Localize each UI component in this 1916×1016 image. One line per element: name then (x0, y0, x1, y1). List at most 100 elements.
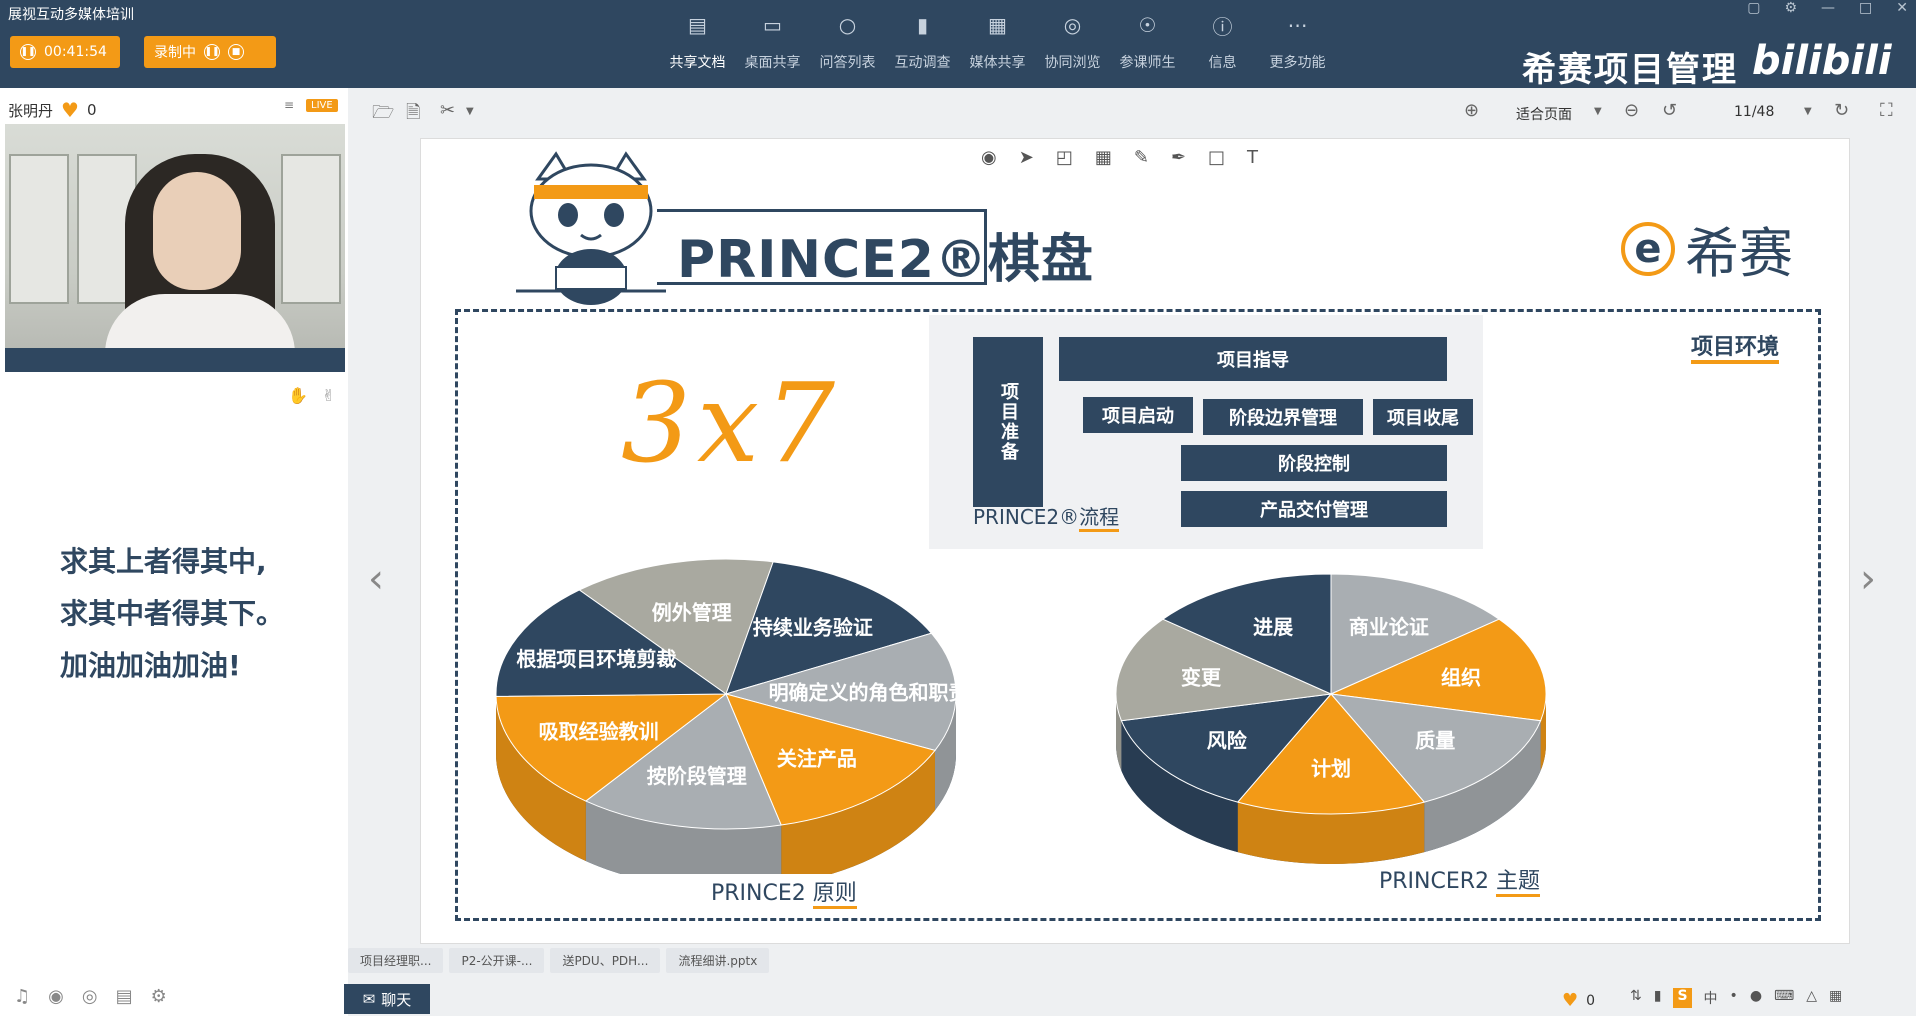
toolbar-desktop-share[interactable]: ▭ 桌面共享 (735, 12, 810, 76)
window-controls: ▢ ⚙ — □ ✕ (1747, 0, 1908, 16)
company-logo: e 希赛 (1621, 209, 1793, 288)
process-initiate: 项目启动 (1083, 397, 1193, 433)
timer-pill[interactable]: ❚❚ 00:41:54 (10, 36, 120, 68)
previous-slide-arrow[interactable]: ‹ (368, 556, 384, 602)
toolbar-more[interactable]: ⋯ 更多功能 (1260, 12, 1335, 76)
ime-chinese-icon[interactable]: 中 (1703, 991, 1718, 1007)
process-caption: PRINCE2®流程 (973, 501, 1120, 532)
desktop-share-icon: ▭ (763, 13, 782, 37)
toolbar-doc-share[interactable]: ▤ 共享文档 (660, 12, 735, 76)
toolbar-survey[interactable]: ▮ 互动调查 (885, 12, 960, 76)
principles-pie-slice (495, 693, 728, 802)
toolbar-qa-list[interactable]: ○ 问答列表 (810, 12, 885, 76)
principles-pie-slice (725, 693, 936, 826)
microphone-icon[interactable]: ◉ (48, 986, 64, 1007)
themes-pie-slice (1161, 573, 1332, 695)
motto-line: 求其中者得其下。 (60, 597, 285, 630)
video-controls: ✋ ✌ (288, 386, 335, 405)
scissors-icon[interactable]: ✂ (440, 100, 456, 121)
rectangle-icon[interactable]: □ (1208, 147, 1226, 168)
process-product-delivery: 产品交付管理 (1181, 491, 1447, 527)
toolbar-participants[interactable]: ☉ 参课师生 (1110, 12, 1185, 76)
more-icon: ⋯ (1287, 13, 1308, 37)
principles-caption-prefix: PRINCE2 (711, 881, 813, 906)
settings-icon[interactable]: ⚙ (1784, 0, 1798, 16)
zoom-out-icon[interactable]: ⊖ (1624, 100, 1640, 121)
zoom-in-icon[interactable]: ⊕ (1464, 100, 1480, 121)
pause-record-icon[interactable]: ❚❚ (204, 44, 220, 60)
previous-page-icon[interactable]: ↺ (1662, 100, 1678, 121)
punctuation-icon[interactable]: • (1729, 988, 1738, 1004)
open-folder-icon[interactable]: 🗁 (372, 102, 395, 123)
skin-icon[interactable]: ▢ (1747, 0, 1761, 16)
fit-mode-select[interactable]: 适合页面 (1516, 107, 1572, 123)
document-icon[interactable]: 🗎 (406, 102, 421, 123)
environment-label: 项目环境 (1691, 329, 1780, 364)
toolbar-media-share[interactable]: ▦ 媒体共享 (960, 12, 1035, 76)
doc-tab[interactable]: 送PDU、PDH... (550, 948, 661, 973)
recording-status-pill[interactable]: 录制中 ❚❚ ■ (144, 36, 276, 68)
principles-pie-label: 持续业务验证 (753, 616, 873, 640)
pen-icon[interactable]: ✒ (1170, 147, 1187, 168)
text-tool-icon[interactable]: T (1247, 147, 1259, 168)
themes-pie-slice-side (1121, 720, 1238, 853)
process-direct: 项目指导 (1059, 337, 1447, 381)
camera-icon[interactable]: ◎ (81, 986, 98, 1007)
raise-hand-off-icon[interactable]: ✋ (288, 386, 308, 405)
principles-pie-slice (584, 693, 782, 830)
doc-tab[interactable]: 项目经理职... (348, 948, 444, 973)
stop-record-icon[interactable]: ■ (228, 44, 244, 60)
close-icon[interactable]: ✕ (1896, 0, 1908, 16)
mic-tray-icon[interactable]: ● (1749, 988, 1763, 1004)
themes-pie-slice-side (1116, 694, 1122, 771)
chevron-down-icon[interactable]: ▼ (1594, 106, 1602, 117)
themes-pie-slice (1236, 693, 1426, 815)
principles-caption-underlined: 原则 (812, 881, 857, 909)
raise-hand-icon[interactable]: ✌ (321, 386, 336, 405)
toolbar-label: 协同浏览 (1044, 55, 1101, 71)
chevron-down-icon[interactable]: ▼ (1804, 106, 1812, 117)
themes-pie-slice-side (1540, 694, 1546, 771)
recording-status: 录制中 (154, 45, 196, 61)
maximize-icon[interactable]: □ (1859, 0, 1873, 16)
next-slide-arrow[interactable]: › (1860, 556, 1876, 602)
clear-icon[interactable]: ▦ (1094, 147, 1112, 168)
themes-caption-underlined: 主题 (1496, 869, 1541, 897)
grid-icon[interactable]: ▦ (1829, 988, 1843, 1004)
project-environment-frame (455, 309, 1821, 921)
document-toolbar: 🗁 🗎 ✂ ▼ ⊕ 适合页面 ▼ ⊖ ↺ 11/48 ▼ ↻ ⛶ (348, 88, 1916, 134)
doc-tab[interactable]: P2-公开课-... (449, 948, 545, 973)
heart-icon[interactable]: ♥ (1562, 990, 1579, 1011)
minimize-icon[interactable]: — (1821, 0, 1836, 16)
next-page-icon[interactable]: ↻ (1834, 100, 1850, 121)
video-footer (5, 348, 345, 372)
process-stage-control: 阶段控制 (1181, 445, 1447, 481)
like-count-value: 0 (1586, 992, 1596, 1009)
equalizer-icon[interactable]: ▤ (115, 986, 133, 1007)
laser-pointer-icon[interactable]: ◉ (981, 147, 997, 168)
toolbar-info[interactable]: ⓘ 信息 (1185, 12, 1260, 76)
toolbar-browse[interactable]: ◎ 协同浏览 (1035, 12, 1110, 76)
heart-icon[interactable]: ♥ (61, 98, 79, 122)
environment-label-text: 项目环境 (1691, 335, 1780, 364)
fullscreen-icon[interactable]: ⛶ (1880, 100, 1893, 121)
shirt-icon[interactable]: △ (1806, 988, 1818, 1004)
gear-icon[interactable]: ⚙ (150, 986, 167, 1007)
speaker-icon[interactable]: ♫ (14, 986, 31, 1007)
keyboard-icon[interactable]: ⌨ (1774, 988, 1795, 1004)
cursor-icon[interactable]: ➤ (1018, 147, 1034, 168)
chevron-down-icon[interactable]: ▼ (466, 106, 474, 117)
page-indicator[interactable]: 11/48 (1734, 104, 1775, 120)
chat-button[interactable]: ✉ 聊天 (344, 984, 430, 1014)
presenter-name: 张明丹 (8, 101, 54, 120)
themes-pie-slice (1120, 693, 1333, 803)
toolbar-label: 互动调查 (894, 55, 951, 71)
highlighter-icon[interactable]: ✎ (1133, 147, 1149, 168)
document-tabs: 项目经理职... P2-公开课-... 送PDU、PDH... 流程细讲.ppt… (348, 948, 770, 973)
sogou-ime-icon[interactable]: S (1673, 988, 1692, 1008)
eraser-icon[interactable]: ◰ (1055, 147, 1073, 168)
slide-canvas: ◉ ➤ ◰ ▦ ✎ ✒ □ T PRINCE2®棋盘 e 希赛 项目环境 3x7… (420, 138, 1850, 944)
list-icon[interactable]: ≡ (284, 98, 295, 112)
doc-tab[interactable]: 流程细讲.pptx (666, 948, 770, 973)
